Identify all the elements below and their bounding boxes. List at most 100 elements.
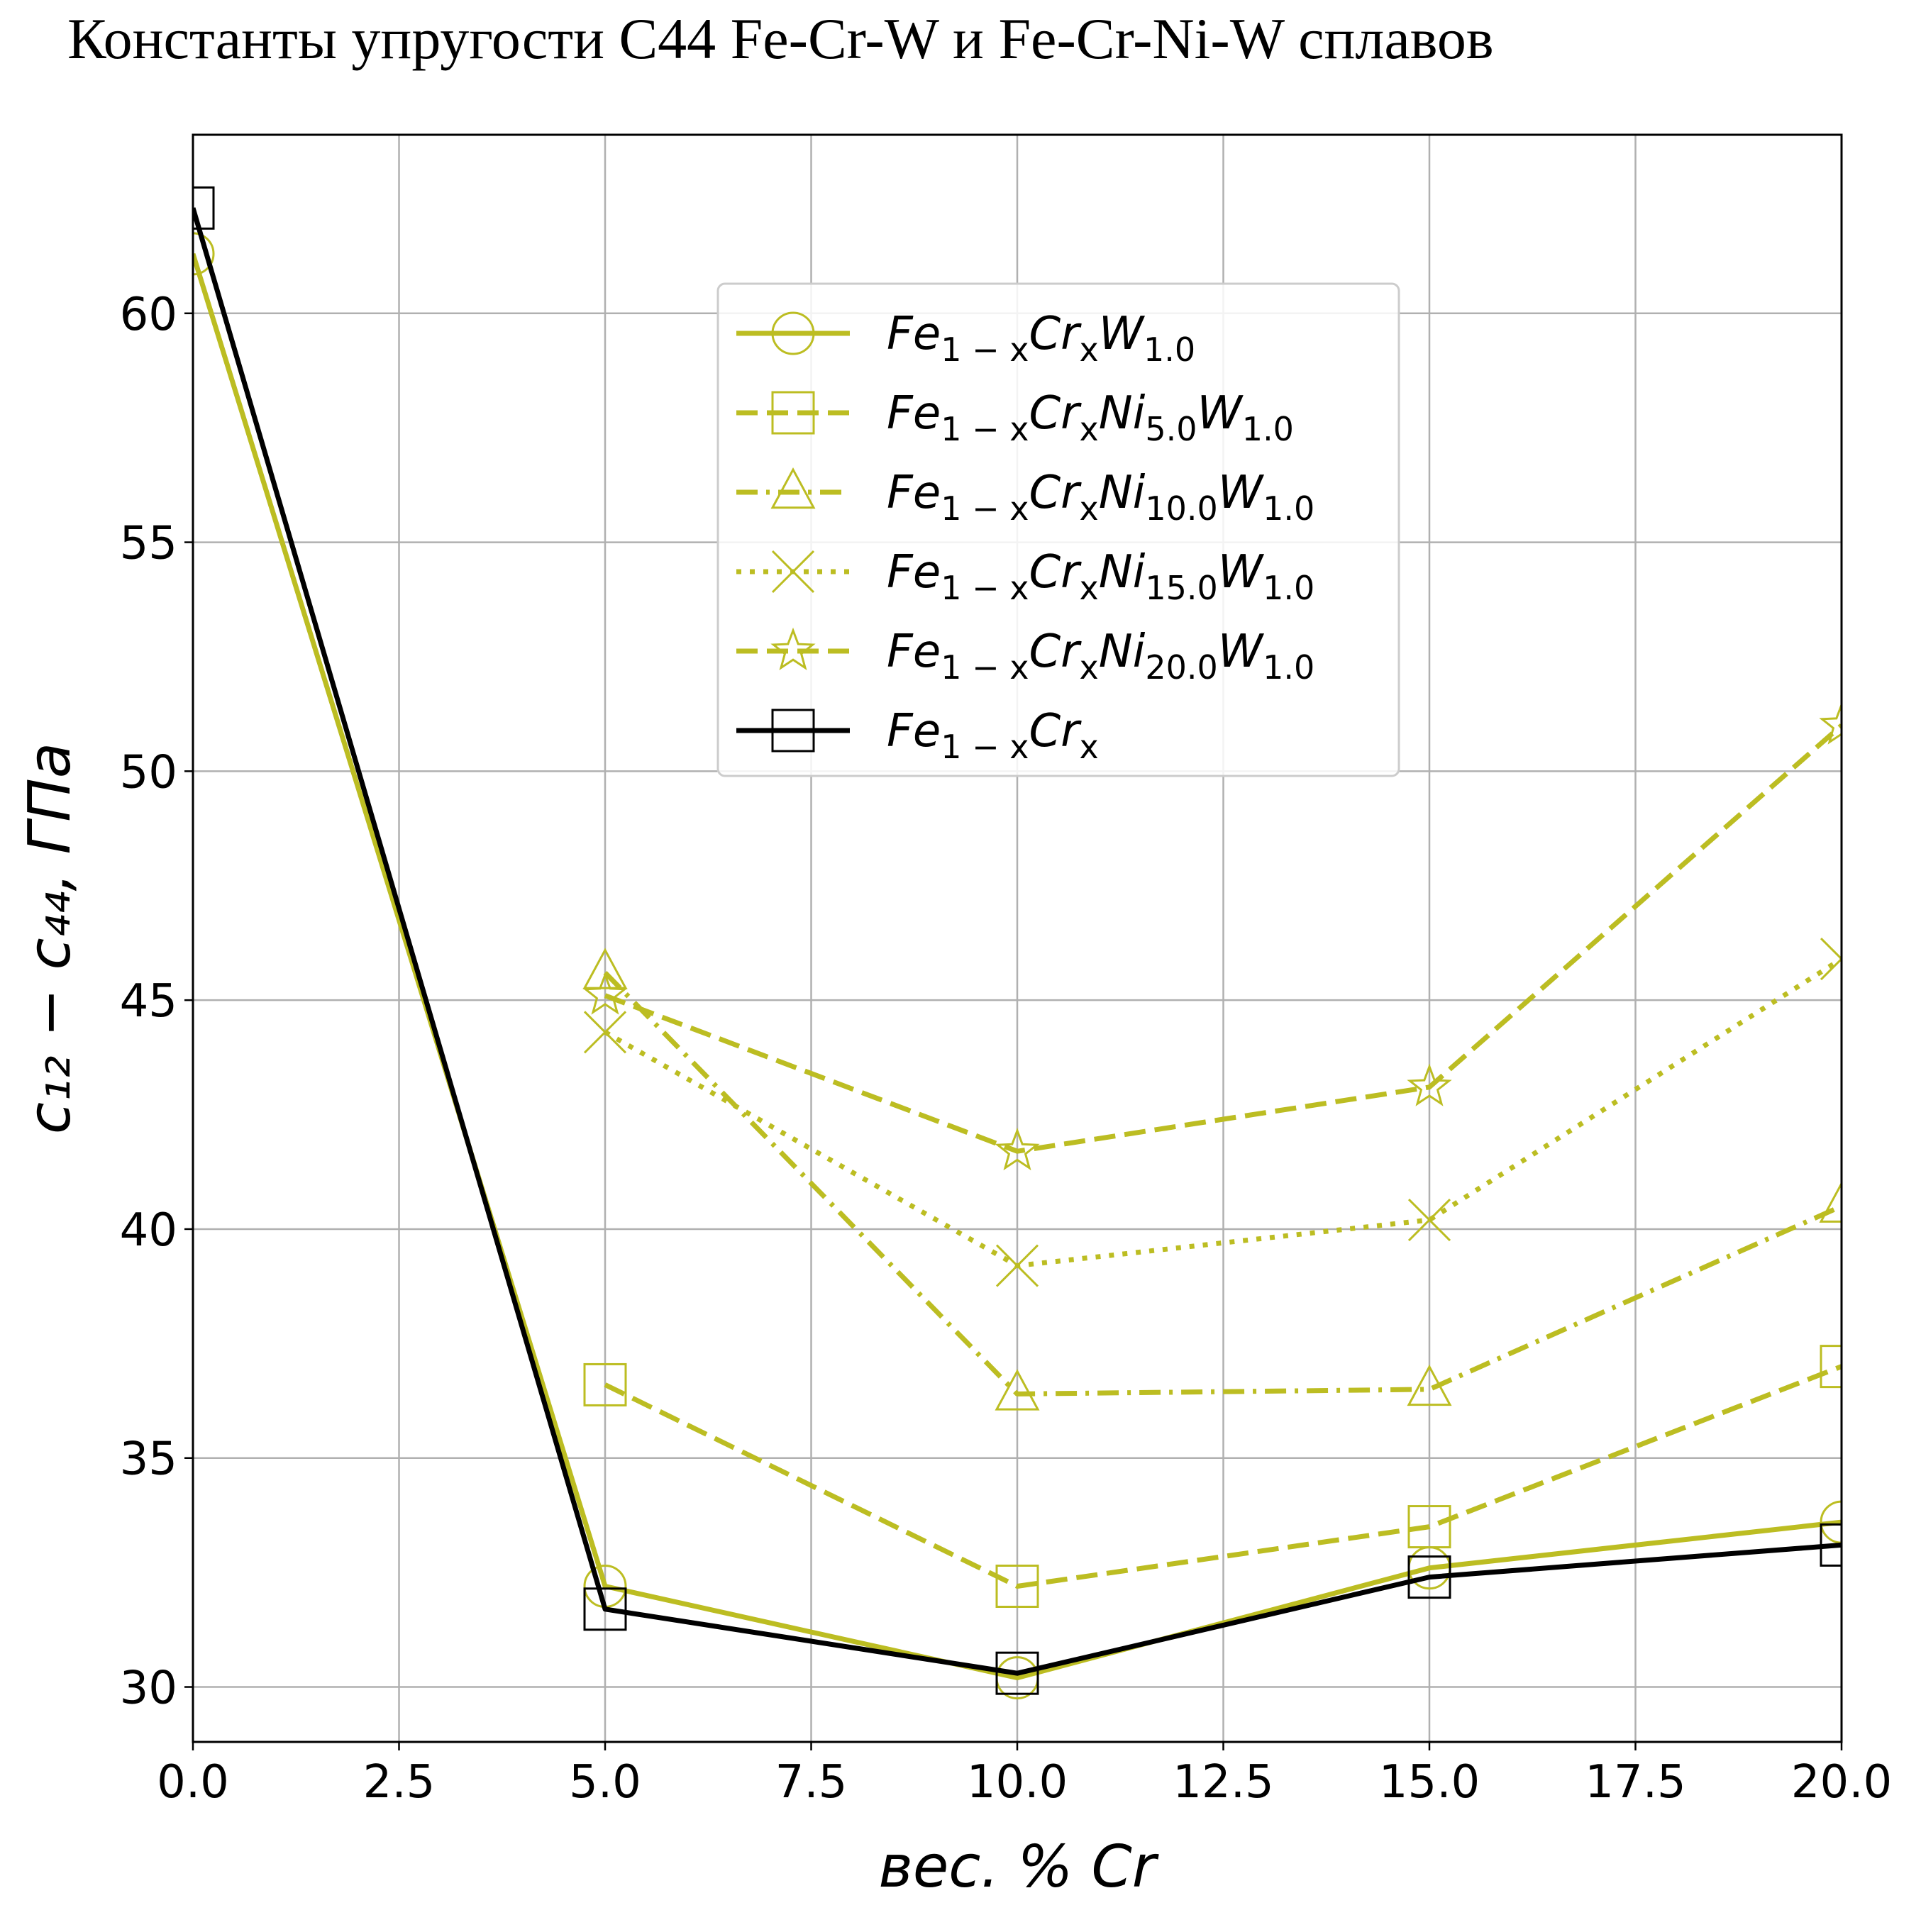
- data-point: [995, 1127, 1040, 1171]
- data-point: [582, 972, 628, 1015]
- legend-subscript: 15.0: [1145, 569, 1217, 607]
- legend-label: Fe1 − xCrxNi15.0W1.0: [887, 546, 1314, 607]
- legend-subscript: x: [1079, 569, 1098, 607]
- data-point: [1407, 1063, 1452, 1106]
- legend-entry: Fe1 − xCrxW1.0: [736, 308, 1195, 369]
- chart-title: Константы упругости C44 Fe-Cr-W и Fe-Cr-…: [67, 6, 1494, 71]
- x-tick-label: 7.5: [775, 1756, 848, 1809]
- legend-subscript: x: [1079, 331, 1098, 369]
- legend-subscript: 1 − x: [941, 410, 1029, 448]
- legend-subscript: 1.0: [1263, 648, 1314, 687]
- x-tick-label: 12.5: [1173, 1756, 1274, 1809]
- data-point: [193, 232, 215, 276]
- legend-subscript: 1 − x: [941, 331, 1029, 369]
- data-point: [582, 948, 628, 989]
- x-tick-label: 5.0: [569, 1756, 641, 1809]
- legend-text-part: W: [1099, 308, 1146, 360]
- x-tick-label: 15.0: [1379, 1756, 1480, 1809]
- data-point: [1407, 1198, 1451, 1242]
- legend-marker: [771, 391, 815, 435]
- x-tick-label: 2.5: [363, 1756, 436, 1809]
- legend-entry: Fe1 − xCrxNi15.0W1.0: [736, 546, 1314, 607]
- legend-marker: [770, 627, 816, 670]
- legend-text-part: Fe: [887, 705, 941, 757]
- data-point: [995, 1651, 1039, 1695]
- legend-subscript: 1.0: [1263, 489, 1314, 528]
- legend-label: Fe1 − xCrxNi20.0W1.0: [887, 626, 1314, 687]
- legend-subscript: 1.0: [1242, 410, 1294, 448]
- legend-entry: Fe1 − xCrxNi5.0W1.0: [736, 387, 1294, 448]
- data-point: [193, 186, 215, 230]
- data-point: [1819, 1181, 1842, 1223]
- x-tick-label: 17.5: [1585, 1756, 1686, 1809]
- legend-subscript: x: [1079, 648, 1098, 687]
- x-tick-label: 20.0: [1791, 1756, 1893, 1809]
- legend-text-part: Cr: [1029, 705, 1082, 757]
- y-tick-label: 35: [120, 1433, 177, 1486]
- data-point: [1820, 937, 1842, 981]
- legend-text-part: Fe: [887, 308, 941, 360]
- legend-subscript: 1.0: [1263, 569, 1314, 607]
- data-point: [583, 1362, 627, 1406]
- data-point: [1407, 1505, 1451, 1549]
- x-tick-label: 10.0: [967, 1756, 1068, 1809]
- legend-label: Fe1 − xCrxW1.0: [887, 308, 1195, 369]
- plot-frame: [192, 133, 1843, 1743]
- legend-text-part: Fe: [887, 546, 941, 599]
- y-tick-label: 45: [120, 975, 177, 1028]
- data-point: [1820, 1500, 1842, 1544]
- legend-marker: [771, 550, 815, 594]
- legend-subscript: 10.0: [1145, 489, 1217, 528]
- data-point: [995, 1244, 1039, 1287]
- legend-text-part: W: [1218, 626, 1265, 678]
- y-tick-label: 40: [120, 1204, 177, 1257]
- legend-box: [716, 282, 1400, 777]
- legend-text-part: Fe: [887, 387, 941, 440]
- y-tick-label: 55: [120, 518, 177, 570]
- data-point: [995, 1369, 1040, 1411]
- legend-text-part: Cr: [1029, 626, 1082, 678]
- series-line: [193, 207, 1842, 1676]
- legend-text-part: Fe: [887, 467, 941, 519]
- legend-subscript: 5.0: [1145, 410, 1197, 448]
- legend-entry: Fe1 − xCrx: [736, 705, 1099, 766]
- legend-subscript: 1 − x: [941, 728, 1029, 766]
- legend-text-part: Cr: [1029, 308, 1082, 360]
- legend-subscript: x: [1079, 728, 1098, 766]
- data-point: [1820, 1345, 1842, 1389]
- series-4: [582, 701, 1842, 1171]
- legend-text-part: W: [1197, 387, 1244, 440]
- series-line: [604, 1364, 1842, 1589]
- y-tick-label: 50: [120, 746, 177, 799]
- series-line: [603, 970, 1842, 1397]
- legend-text-part: Ni: [1099, 387, 1146, 440]
- y-tick-label: 60: [120, 289, 177, 341]
- legend-entry: Fe1 − xCrxNi10.0W1.0: [736, 467, 1314, 528]
- legend-subscript: 1 − x: [941, 489, 1029, 528]
- axes-layer: 0.0 2.5 5.0 7.5 10.0 12.5 15.0 17.5 20.0 30 35 40 45…: [16, 133, 1893, 1901]
- legend-label: Fe1 − xCrxNi5.0W1.0: [887, 387, 1294, 448]
- series-3: [583, 937, 1842, 1287]
- data-point: [1407, 1555, 1451, 1599]
- data-point: [1819, 701, 1842, 745]
- legend-subscript: x: [1079, 489, 1098, 528]
- series-2: [582, 948, 1842, 1411]
- legend-marker: [770, 467, 816, 509]
- legend-text-part: Ni: [1099, 467, 1146, 519]
- legend-text-part: Cr: [1029, 467, 1082, 519]
- legend-subscript: 1 − x: [941, 569, 1029, 607]
- legend-marker: [771, 709, 815, 753]
- legend-text-part: Cr: [1029, 387, 1082, 440]
- legend-text-part: Ni: [1099, 626, 1146, 678]
- data-point: [583, 1587, 627, 1631]
- series-1: [583, 1345, 1842, 1609]
- series-5: [193, 186, 1842, 1695]
- x-axis-label: вес. % Cr: [879, 1833, 1159, 1901]
- legend-label: Fe1 − xCrxNi10.0W1.0: [887, 467, 1314, 528]
- legend-marker: [771, 311, 815, 355]
- legend-text-part: W: [1218, 546, 1265, 599]
- data-point: [1407, 1364, 1452, 1406]
